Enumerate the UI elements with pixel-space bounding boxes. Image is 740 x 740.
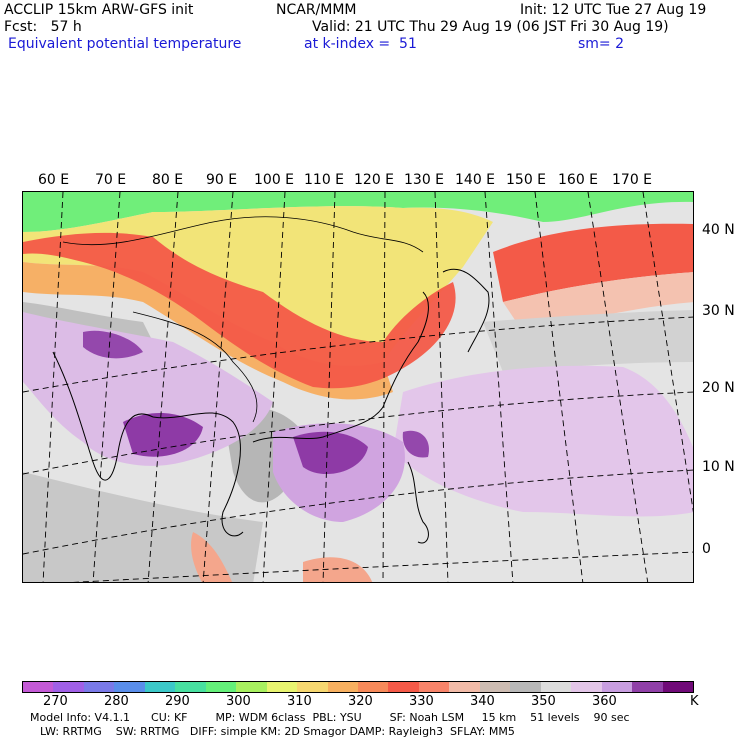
lon-label: 60 E [38,172,70,188]
colorbar [22,681,694,693]
colorbar-swatch [205,682,237,692]
warm-patch-sumatra [191,532,233,582]
field-name: Equivalent potential temperature [8,36,242,52]
lon-label: 120 E [354,172,395,188]
meridian [92,192,121,582]
coastline-philippines [407,461,429,544]
colorbar-swatch [175,682,206,692]
colorbar-tick: 310 [287,694,312,709]
lon-label: 170 E [612,172,653,188]
meridian [434,192,449,582]
colorbar-tick: 270 [43,694,68,709]
gray-area-pacific [483,310,693,372]
parallel-30n [23,316,693,393]
lon-label: 150 E [506,172,547,188]
meridian [262,192,286,582]
high-theta-band-china [23,232,456,389]
convection-core-bengal [123,412,203,457]
colorbar-swatch [571,682,602,692]
colorbar-tick: 300 [226,694,251,709]
colorbar-swatch [418,682,450,692]
colorbar-swatch [266,682,298,692]
colorbar-swatch [601,682,633,692]
colorbar-swatch [144,682,176,692]
colorbar-tick: 280 [104,694,129,709]
cool-band-north [23,192,693,232]
border-central-asia [62,216,424,253]
meridian [587,192,649,582]
colorbar-tick: 290 [165,694,190,709]
coastline-china [252,291,429,443]
parallel-20n [23,391,693,475]
valid-time: Valid: 21 UTC Thu 29 Aug 19 (06 JST Fri … [312,19,669,35]
colorbar-tick: 330 [409,694,434,709]
lon-label: 90 E [206,172,238,188]
init-time: Init: 12 UTC Tue 27 Aug 19 [520,2,707,18]
border-himalaya [132,311,258,423]
lon-label: 70 E [95,172,127,188]
coastline-india [52,351,154,481]
colorbar-unit: K [690,694,699,709]
colorbar-swatch [23,682,54,692]
colorbar-swatch [479,682,511,692]
warm-patch-borneo [303,557,373,582]
lon-label: 100 E [254,172,295,188]
parallel-10n [23,469,693,555]
colorbar-swatch [662,682,693,692]
parallel-0 [71,551,693,582]
meridian [42,192,64,582]
model-info-line1: Model Info: V4.1.1 CU: KF MP: WDM 6class… [30,711,630,724]
colorbar-swatch [632,682,663,692]
colorbar-tick: 320 [348,694,373,709]
meridian [534,192,584,582]
colorbar-swatch [327,682,358,692]
colorbar-swatch [449,682,480,692]
lon-label: 80 E [152,172,184,188]
convection-core-scs [293,431,368,475]
colorbar-swatch [53,682,84,692]
meridian [484,192,514,582]
colorbar-swatch [236,682,267,692]
lon-label: 110 E [304,172,345,188]
convection-region-pacific [393,365,693,517]
map-canvas [23,192,693,582]
theta-e-map [22,191,694,583]
colorbar-tick: 350 [531,694,556,709]
colorbar-swatch [540,682,572,692]
graticule [23,192,693,582]
lon-label: 140 E [455,172,496,188]
convection-region-india [23,312,273,466]
level-index: at k-index = 51 [304,36,417,52]
lat-label: 30 N [702,303,735,319]
meridian [322,192,336,582]
colorbar-tick: 360 [592,694,617,709]
convection-core-india-north [83,330,143,359]
colorbar-swatch [510,682,541,692]
colorbar-swatch [297,682,328,692]
lat-label: 20 N [702,380,735,396]
meridian [202,192,234,582]
meridian [642,192,693,513]
organization: NCAR/MMM [276,2,357,18]
smoothing: sm= 2 [578,36,625,52]
meridian [382,192,386,582]
high-theta-band-pacific [493,223,693,302]
convection-core-luzon [402,430,429,458]
model-info-line2: LW: RRTMG SW: RRTMG DIFF: simple KM: 2D … [40,725,515,738]
colorbar-swatch [83,682,115,692]
lon-label: 130 E [404,172,445,188]
lon-label: 160 E [558,172,599,188]
colorbar-swatch [388,682,419,692]
lat-label: 0 [702,541,711,557]
lat-label: 40 N [702,222,735,238]
colorbar-swatch [114,682,145,692]
colorbar-swatch [357,682,389,692]
lat-label: 10 N [702,459,735,475]
model-title: ACCLIP 15km ARW-GFS init [4,2,194,18]
meridian [147,192,179,582]
coastline-japan [442,269,490,353]
colorbar-tick: 340 [470,694,495,709]
forecast-hour: Fcst: 57 h [4,19,82,35]
coastline-indochina [152,412,244,537]
